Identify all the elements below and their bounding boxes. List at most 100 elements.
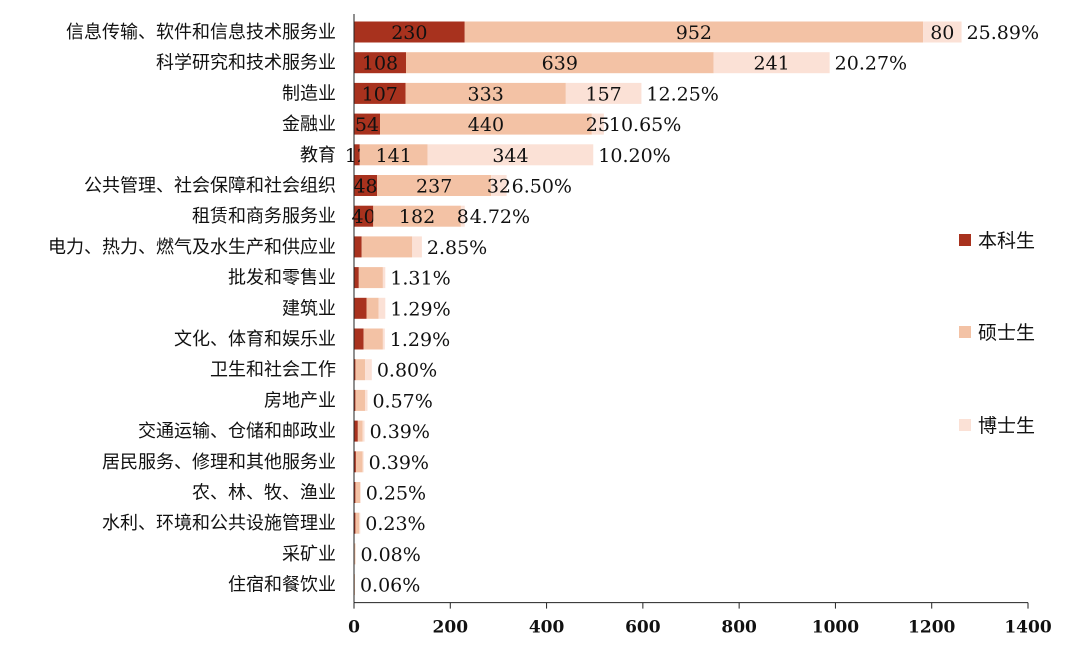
legend-label: 本科生	[978, 230, 1035, 252]
percent-label: 20.27%	[835, 53, 907, 75]
bar-segment	[354, 420, 358, 442]
category-label: 金融业	[282, 114, 336, 135]
percent-label: 0.08%	[360, 544, 420, 566]
category-label: 文化、体育和娱乐业	[174, 329, 336, 350]
category-label: 居民服务、修理和其他服务业	[102, 452, 336, 473]
data-label: 40	[352, 206, 376, 228]
bar-segment	[355, 482, 361, 503]
bar-segment	[354, 267, 359, 289]
data-label: 25	[586, 114, 610, 136]
bar-segment	[565, 82, 642, 104]
data-label: 440	[468, 114, 504, 136]
category-label: 教育	[300, 145, 336, 166]
category-label: 采矿业	[282, 544, 336, 565]
bar-segment	[354, 175, 378, 196]
percent-label: 6.50%	[512, 176, 572, 198]
bar-segment	[354, 52, 406, 74]
data-label: 230	[391, 22, 427, 44]
x-tick-label: 800	[721, 618, 757, 638]
bar-segment	[361, 236, 413, 258]
bar-segment	[923, 21, 962, 43]
legend-label: 硕士生	[978, 322, 1035, 344]
percent-label: 0.25%	[366, 483, 426, 505]
bar-segment	[354, 482, 356, 503]
bar-segment	[460, 205, 465, 227]
percent-label: 0.57%	[372, 390, 432, 412]
percent-label: 0.23%	[365, 513, 425, 535]
bar-segment	[354, 236, 362, 258]
bar-segment	[355, 512, 360, 534]
bar-segment	[355, 451, 363, 473]
percent-label: 2.85%	[427, 237, 487, 259]
bar-segment	[355, 359, 366, 381]
legend-swatch	[959, 326, 971, 338]
bar-segment	[359, 512, 361, 534]
data-label: 639	[542, 53, 578, 75]
data-label: 952	[676, 22, 712, 44]
bar-segment	[382, 328, 385, 350]
category-label: 电力、热力、燃气及水生产和供应业	[48, 237, 336, 258]
category-label: 房地产业	[264, 390, 336, 411]
x-tick-label: 1400	[1004, 618, 1051, 638]
bar-segment	[354, 297, 367, 319]
category-label: 批发和零售业	[228, 268, 336, 289]
percent-label: 4.72%	[470, 206, 530, 228]
percent-label: 0.06%	[360, 575, 420, 597]
data-label: 80	[930, 22, 954, 44]
bar-segment	[359, 144, 428, 166]
bar-segment	[354, 21, 465, 43]
data-label: 107	[362, 83, 398, 105]
data-label: 54	[355, 114, 379, 136]
bar-segment	[354, 205, 374, 227]
bar-segment	[354, 113, 380, 135]
category-label: 科学研究和技术服务业	[156, 53, 336, 74]
x-tick-label: 400	[529, 618, 565, 638]
percent-label: 1.29%	[390, 298, 450, 320]
bar-segment	[377, 175, 492, 196]
legend-swatch	[959, 234, 971, 246]
bar-segment	[358, 267, 383, 289]
category-label: 信息传输、软件和信息技术服务业	[66, 22, 336, 43]
bar-segment	[354, 543, 356, 565]
category-label: 住宿和餐饮业	[228, 575, 336, 596]
category-label: 卫生和社会工作	[210, 360, 336, 381]
x-tick-label: 600	[625, 618, 661, 638]
bar-segment	[354, 389, 356, 411]
bar-segment	[363, 328, 383, 350]
bar-segment	[354, 144, 360, 166]
data-label: 344	[492, 145, 528, 167]
data-label: 141	[376, 145, 412, 167]
data-label: 8	[457, 206, 469, 228]
data-label: 157	[585, 83, 621, 105]
bar-segment	[354, 512, 356, 534]
percent-label: 1.29%	[390, 329, 450, 351]
category-label: 公共管理、社会保障和社会组织	[84, 176, 336, 197]
bar-segment	[373, 205, 461, 227]
bar-segment	[354, 328, 364, 350]
bar-segment	[591, 113, 604, 135]
bar-segment	[354, 359, 356, 381]
bar-segment	[362, 420, 365, 442]
category-label: 租赁和商务服务业	[192, 206, 336, 227]
data-label: 48	[353, 176, 377, 198]
bar-segment	[713, 52, 830, 74]
bar-segment	[365, 389, 368, 411]
legend-swatch	[959, 419, 971, 431]
x-tick-label: 1200	[908, 618, 955, 638]
bar-segment	[378, 297, 386, 319]
category-label: 交通运输、仓储和邮政业	[138, 421, 336, 442]
data-label: 108	[362, 53, 398, 75]
percent-label: 0.39%	[369, 452, 429, 474]
category-label: 农、林、牧、渔业	[192, 483, 336, 504]
bar-segment	[362, 451, 364, 473]
x-tick-label: 200	[433, 618, 469, 638]
bar-segment	[354, 451, 356, 473]
bar-segment	[382, 267, 386, 289]
data-label: 241	[754, 53, 790, 75]
bar-segment	[427, 144, 594, 166]
percent-label: 1.31%	[390, 268, 450, 290]
bar-segment	[405, 82, 566, 104]
bar-segment	[354, 82, 406, 104]
